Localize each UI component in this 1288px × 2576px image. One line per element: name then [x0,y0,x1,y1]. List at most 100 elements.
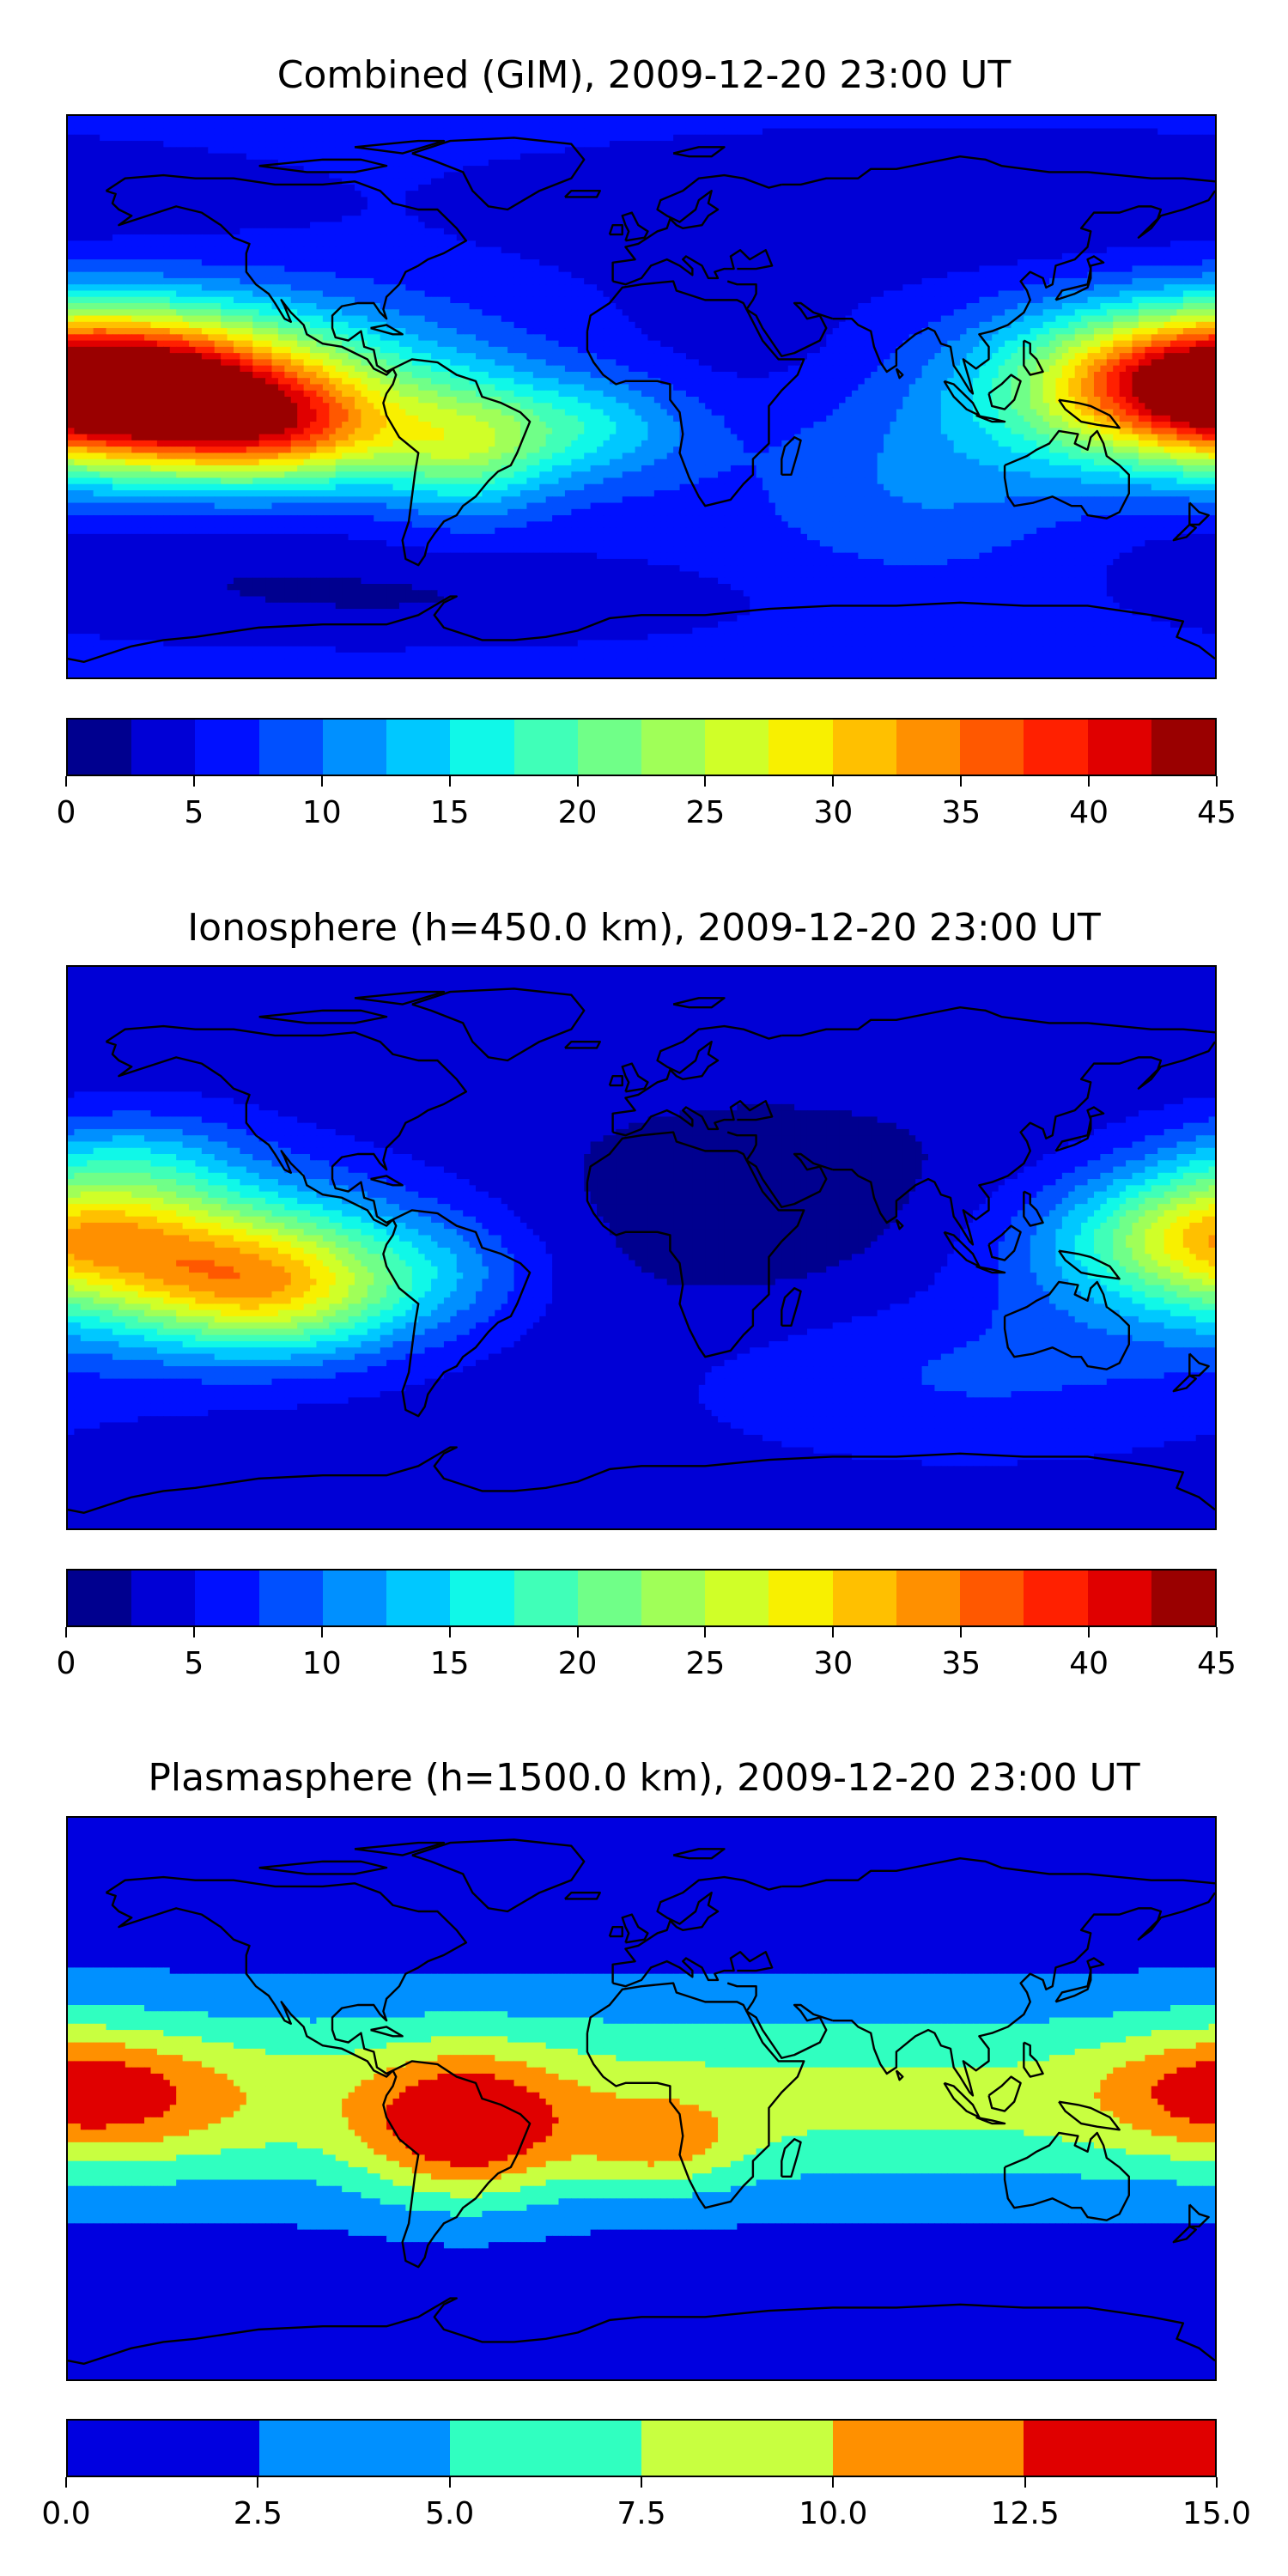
contour-cell [182,277,190,285]
contour-cell [1170,134,1178,142]
contour-cell [450,277,458,285]
contour-cell [871,252,878,260]
contour-cell [737,203,744,210]
contour-cell [858,141,866,148]
contour-cell [1106,159,1114,167]
contour-cell [437,134,445,142]
contour-cell [501,265,508,273]
contour-cell [737,184,744,191]
contour-cell [411,277,419,285]
contour-cell [392,252,400,260]
contour-cell [660,153,668,161]
contour-cell [622,166,629,173]
contour-cell [258,252,266,260]
contour-cell [150,141,158,148]
contour-cell [858,240,866,248]
contour-cell [182,134,190,142]
contour-cell [1011,246,1018,254]
contour-cell [532,259,540,266]
contour-cell [1049,246,1057,254]
contour-cell [545,228,553,235]
contour-cell [1157,210,1165,216]
contour-cell [329,197,337,204]
contour-cell [1017,197,1024,204]
contour-cell [1138,147,1145,155]
contour-cell [858,246,866,254]
contour-cell [443,197,451,204]
contour-cell [953,222,961,229]
contour-cell [673,147,681,155]
contour-cell [495,122,502,130]
contour-cell [940,277,948,285]
contour-cell [398,122,406,130]
contour-cell [208,166,216,173]
contour-cell [507,122,515,130]
contour-cell [195,277,203,285]
contour-cell [819,271,827,279]
contour-cell [144,172,152,179]
contour-cell [1182,159,1190,167]
contour-cell [310,271,318,279]
contour-cell [1036,178,1044,185]
contour-cell [724,234,732,241]
contour-cell [1126,141,1133,148]
contour-cell [698,246,706,254]
contour-cell [361,134,368,142]
contour-cell [290,216,298,223]
contour-cell [137,265,145,273]
contour-cell [526,228,534,235]
contour-cell [884,265,891,273]
contour-cell [705,265,713,273]
contour-cell [641,166,648,173]
contour-cell [386,240,394,248]
contour-cell [577,147,585,155]
contour-cell [418,128,426,136]
contour-cell [705,222,713,229]
contour-cell [342,191,349,198]
contour-cell [597,191,605,198]
contour-cell [597,178,605,185]
contour-cell [769,265,776,273]
contour-cell [335,240,343,248]
contour-cell [233,246,240,254]
contour-cell [718,159,726,167]
contour-cell [1208,147,1215,155]
contour-cell [781,197,789,204]
contour-cell [896,159,903,167]
contour-cell [297,259,305,266]
contour-cell [545,191,553,198]
contour-cell [552,197,560,204]
contour-cell [150,284,158,292]
contour-cell [934,159,942,167]
contour-cell [545,271,553,279]
contour-cell [1049,153,1057,161]
contour-cell [1042,197,1050,204]
contour-cell [584,234,592,241]
contour-cell [666,222,674,229]
contour-cell [813,277,821,285]
contour-cell [1036,246,1044,254]
contour-cell [424,141,432,148]
contour-cell [673,203,681,210]
contour-cell [348,210,355,216]
contour-cell [653,265,661,273]
contour-cell [864,234,872,241]
contour-cell [495,153,502,161]
contour-cell [221,128,228,136]
contour-cell [845,203,853,210]
contour-cell [361,271,368,279]
contour-cell [1163,147,1171,155]
contour-cell [1132,178,1139,185]
contour-cell [182,210,190,216]
contour-cell [405,234,413,241]
contour-cell [781,191,789,198]
contour-cell [787,184,795,191]
contour-cell [590,284,598,292]
contour-cell [616,134,623,142]
contour-cell [616,246,623,254]
contour-cell [609,197,617,204]
contour-cell [545,210,553,216]
contour-cell [787,141,795,148]
contour-cell [539,116,547,123]
contour-cell [1042,228,1050,235]
